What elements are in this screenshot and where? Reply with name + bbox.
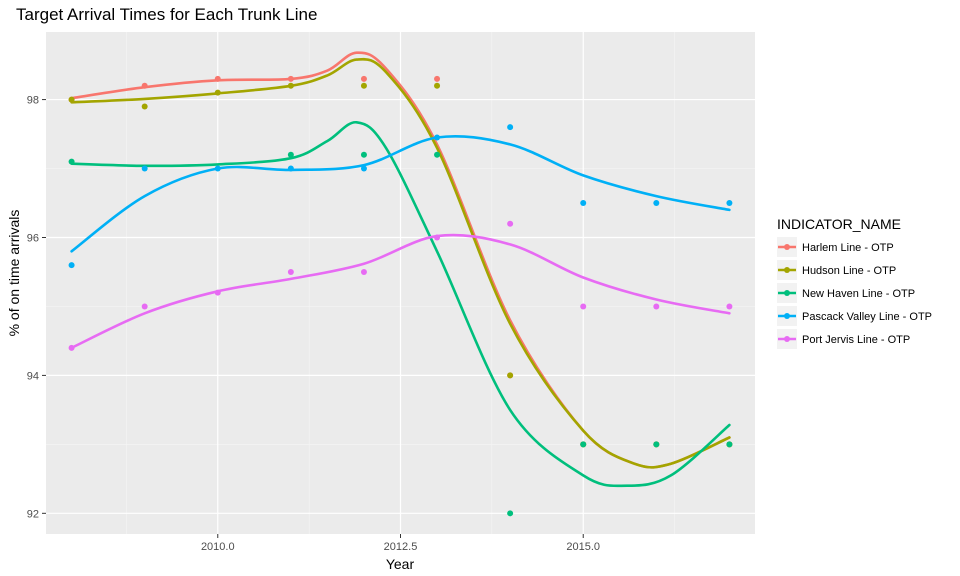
- legend-label-new-haven-line: New Haven Line - OTP: [802, 288, 915, 300]
- x-tick-label-0: 2010.0: [201, 541, 235, 553]
- x-axis-title: Year: [386, 556, 415, 572]
- y-tick-label-3: 98: [27, 95, 39, 107]
- point-hudson-line-2: [214, 89, 221, 96]
- point-new-haven-line-4: [507, 510, 514, 517]
- line-port-jervis-line: [70, 233, 731, 350]
- point-pascack-valley-line-9: [726, 200, 733, 207]
- legend-item-harlem-line: Harlem Line - OTP: [777, 237, 894, 257]
- point-harlem-line-4: [360, 75, 367, 82]
- point-new-haven-line-1: [287, 151, 294, 158]
- y-tick-label-2: 96: [27, 232, 39, 244]
- point-pascack-valley-line-0: [68, 262, 75, 269]
- point-port-jervis-line-5: [434, 234, 441, 241]
- line-pascack-valley-line: [70, 134, 731, 253]
- legend-key-point-4: [784, 336, 790, 342]
- y-tick-label-0: 92: [27, 508, 39, 520]
- x-axis: 2010.0 2012.5 2015.0: [201, 534, 600, 553]
- point-pascack-valley-line-6: [507, 124, 514, 131]
- legend: INDICATOR_NAME Harlem Line - OTP Hudson L…: [777, 216, 932, 349]
- point-new-haven-line-6: [653, 441, 660, 448]
- point-hudson-line-4: [360, 82, 367, 89]
- point-hudson-line-0: [68, 96, 75, 103]
- point-hudson-line-5: [434, 82, 441, 89]
- x-tick-label-1: 2012.5: [384, 541, 418, 553]
- legend-key-point-0: [784, 244, 790, 250]
- legend-item-new-haven-line: New Haven Line - OTP: [777, 283, 915, 303]
- point-pascack-valley-line-3: [287, 165, 294, 172]
- point-port-jervis-line-6: [507, 220, 514, 227]
- grid-major: [46, 32, 755, 534]
- point-pascack-valley-line-8: [653, 200, 660, 207]
- legend-key-point-1: [784, 267, 790, 273]
- legend-label-pascack-valley-line: Pascack Valley Line - OTP: [802, 311, 932, 323]
- point-pascack-valley-line-5: [434, 134, 441, 141]
- point-port-jervis-line-0: [68, 344, 75, 351]
- point-new-haven-line-2: [360, 151, 367, 158]
- point-port-jervis-line-4: [360, 268, 367, 275]
- point-harlem-line-3: [287, 75, 294, 82]
- x-tick-label-2: 2015.0: [566, 541, 600, 553]
- point-hudson-line-1: [141, 103, 148, 110]
- legend-item-port-jervis-line: Port Jervis Line - OTP: [777, 329, 910, 349]
- point-port-jervis-line-9: [726, 303, 733, 310]
- line-new-haven-line: [70, 120, 731, 488]
- legend-key-point-3: [784, 313, 790, 319]
- point-port-jervis-line-7: [580, 303, 587, 310]
- point-port-jervis-line-1: [141, 303, 148, 310]
- point-harlem-line-1: [141, 82, 148, 89]
- point-harlem-line-2: [214, 75, 221, 82]
- point-new-haven-line-3: [434, 151, 441, 158]
- point-new-haven-line-0: [68, 158, 75, 165]
- point-new-haven-line-7: [726, 441, 733, 448]
- point-pascack-valley-line-2: [214, 165, 221, 172]
- legend-key-point-2: [784, 290, 790, 296]
- point-port-jervis-line-3: [287, 268, 294, 275]
- y-axis: 92 94 96 98: [27, 95, 46, 520]
- y-axis-title: % of on time arrivals: [6, 210, 22, 337]
- series-points: [68, 75, 733, 517]
- point-pascack-valley-line-4: [360, 165, 367, 172]
- point-pascack-valley-line-1: [141, 165, 148, 172]
- point-hudson-line-3: [287, 82, 294, 89]
- legend-item-pascack-valley-line: Pascack Valley Line - OTP: [777, 306, 932, 326]
- point-hudson-line-6: [507, 372, 514, 379]
- point-pascack-valley-line-7: [580, 200, 587, 207]
- legend-title: INDICATOR_NAME: [777, 216, 901, 232]
- legend-label-hudson-line: Hudson Line - OTP: [802, 265, 896, 277]
- point-port-jervis-line-8: [653, 303, 660, 310]
- point-harlem-line-5: [434, 75, 441, 82]
- point-new-haven-line-5: [580, 441, 587, 448]
- legend-item-hudson-line: Hudson Line - OTP: [777, 260, 896, 280]
- point-port-jervis-line-2: [214, 289, 221, 296]
- legend-label-port-jervis-line: Port Jervis Line - OTP: [802, 334, 910, 346]
- chart-title: Target Arrival Times for Each Trunk Line: [16, 5, 317, 24]
- y-tick-label-1: 94: [27, 370, 39, 382]
- legend-label-harlem-line: Harlem Line - OTP: [802, 242, 894, 254]
